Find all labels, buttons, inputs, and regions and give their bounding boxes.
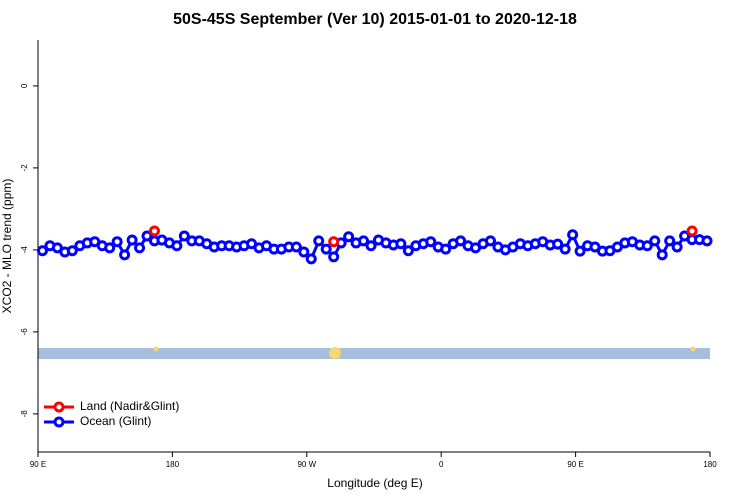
coverage-band	[38, 348, 710, 359]
data-point	[656, 249, 668, 261]
data-point	[641, 240, 653, 252]
data-point	[664, 235, 676, 247]
data-point	[395, 238, 407, 250]
data-point	[126, 234, 138, 246]
x-tick-label: 180	[166, 460, 180, 469]
data-point	[119, 249, 131, 261]
x-tick-label: 0	[439, 460, 444, 469]
data-point	[178, 230, 190, 242]
legend-label: Land (Nadir&Glint)	[80, 399, 179, 413]
x-axis-label: Longitude (deg E)	[327, 476, 422, 490]
coverage-marker	[153, 346, 159, 352]
legend-marker	[53, 401, 65, 413]
x-tick-label: 90 E	[30, 460, 46, 469]
data-point	[36, 245, 48, 257]
data-point	[66, 245, 78, 257]
data-point	[686, 225, 698, 237]
data-point	[104, 242, 116, 254]
y-tick-label: -8	[20, 410, 29, 418]
coverage-marker	[329, 347, 341, 359]
data-point	[402, 245, 414, 257]
data-point	[111, 236, 123, 248]
data-point	[425, 236, 437, 248]
x-tick-label: 180	[703, 460, 717, 469]
y-axis-label: XCO2 - MLO trend (ppm)	[0, 179, 14, 314]
data-point	[298, 246, 310, 258]
x-tick-label: 90 E	[567, 460, 583, 469]
chart-title: 50S-45S September (Ver 10) 2015-01-01 to…	[173, 11, 577, 28]
data-point	[552, 238, 564, 250]
y-tick-label: 0	[20, 83, 29, 88]
data-point	[343, 231, 355, 243]
coverage-marker	[690, 346, 696, 352]
data-point	[671, 241, 683, 253]
legend-marker	[53, 416, 65, 428]
data-point	[141, 230, 153, 242]
data-point	[313, 235, 325, 247]
data-point	[134, 242, 146, 254]
data-point	[171, 240, 183, 252]
data-point	[567, 229, 579, 241]
y-tick-label: -2	[20, 164, 29, 172]
data-point	[358, 235, 370, 247]
data-point	[455, 235, 467, 247]
data-point	[148, 225, 160, 237]
data-point	[290, 241, 302, 253]
data-point	[649, 235, 661, 247]
data-point	[559, 243, 571, 255]
data-point	[484, 235, 496, 247]
data-point	[365, 240, 377, 252]
y-tick-label: -4	[20, 246, 29, 254]
data-point	[328, 236, 340, 248]
y-tick-label: -6	[20, 328, 29, 336]
x-tick-label: 90 W	[297, 460, 316, 469]
data-point	[440, 243, 452, 255]
data-point	[320, 243, 332, 255]
data-point	[328, 251, 340, 263]
data-point	[701, 235, 713, 247]
data-point	[305, 253, 317, 265]
data-point	[574, 245, 586, 257]
legend-label: Ocean (Glint)	[80, 414, 151, 428]
